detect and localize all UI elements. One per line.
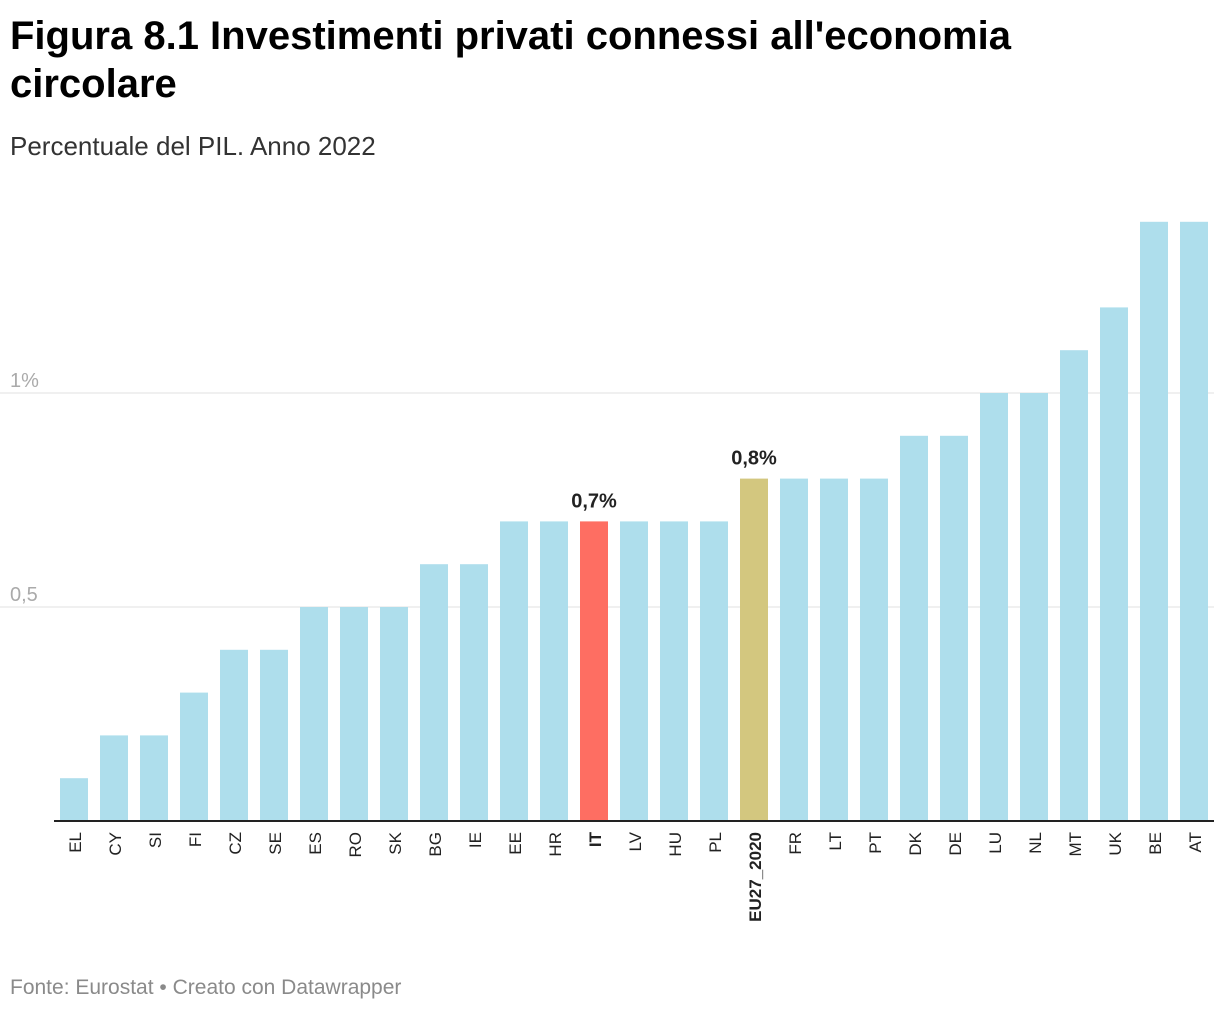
bar-pl (700, 521, 728, 821)
x-tick-label: LU (986, 832, 1005, 854)
x-tick-label: BE (1146, 832, 1165, 855)
bar-be (1140, 221, 1168, 822)
x-tick-label: CZ (226, 832, 245, 855)
x-tick-label: PL (706, 832, 725, 853)
x-tick-label: EE (506, 832, 525, 855)
x-tick-label: SI (146, 832, 165, 848)
source-text: Fonte: Eurostat (10, 976, 154, 999)
chart-subtitle: Percentuale del PIL. Anno 2022 (10, 131, 376, 161)
bar-lu (980, 393, 1008, 821)
x-tick-label: CY (106, 832, 125, 856)
bar-hu (660, 521, 688, 821)
y-tick-label: 0,5 (10, 584, 38, 606)
bar-hr (540, 521, 568, 821)
bar-fi (180, 692, 208, 821)
x-tick-label: HU (666, 832, 685, 857)
bar-cz (220, 649, 248, 821)
bar-lv (620, 521, 648, 821)
chart-title: Figura 8.1 Investimenti privati connessi… (10, 14, 1011, 106)
bar-si (140, 735, 168, 821)
bar-ro (340, 607, 368, 821)
x-tick-label: SK (386, 831, 405, 854)
credit-text: Creato con Datawrapper (172, 976, 402, 999)
bar-uk (1100, 307, 1128, 821)
bar-el (60, 778, 88, 821)
bar-cy (100, 735, 128, 821)
footer: Fonte: Eurostat • Creato con Datawrapper (10, 976, 401, 1000)
bar-pt (860, 478, 888, 821)
value-label-eu27_2020: 0,8% (731, 448, 777, 470)
x-tick-label: LT (826, 832, 845, 851)
x-tick-label: EU27_2020 (746, 832, 765, 922)
x-tick-label: PT (866, 832, 885, 854)
bar-ee (500, 521, 528, 821)
x-tick-label: IE (466, 832, 485, 848)
bar-de (940, 435, 968, 821)
bar-eu27_2020 (740, 478, 768, 821)
x-tick-label: MT (1066, 832, 1085, 857)
x-tick-label: ES (306, 832, 325, 855)
bar-ie (460, 564, 488, 821)
bar-se (260, 649, 288, 821)
x-tick-label: FR (786, 832, 805, 855)
bar-sk (380, 607, 408, 821)
bar-fr (780, 478, 808, 821)
bar-it (580, 521, 608, 821)
bar-at (1180, 221, 1208, 822)
bar-dk (900, 435, 928, 821)
bar-nl (1020, 393, 1048, 821)
x-tick-label: DE (946, 832, 965, 856)
x-tick-label: IT (586, 831, 605, 847)
x-tick-label: EL (66, 832, 85, 853)
bar-chart: 0,5 1% EL CY SI FI CZ SE ES RO SK BG IE EE HR 0,7% IT LV H… (0, 221, 1214, 922)
bar-mt (1060, 350, 1088, 821)
x-tick-label: NL (1026, 832, 1045, 854)
separator-dot: • (159, 976, 167, 999)
bar-lt (820, 478, 848, 821)
x-tick-label: AT (1186, 832, 1205, 852)
bar-es (300, 607, 328, 821)
value-label-it: 0,7% (571, 490, 617, 512)
x-tick-label: FI (186, 832, 205, 847)
y-tick-label: 1% (10, 370, 39, 392)
x-tick-label: UK (1106, 831, 1125, 855)
x-tick-label: HR (546, 832, 565, 857)
x-tick-label: RO (346, 832, 365, 858)
x-tick-label: LV (626, 831, 645, 851)
x-tick-label: DK (906, 831, 925, 855)
x-tick-label: SE (266, 832, 285, 855)
bar-bg (420, 564, 448, 821)
x-tick-label: BG (426, 832, 445, 857)
